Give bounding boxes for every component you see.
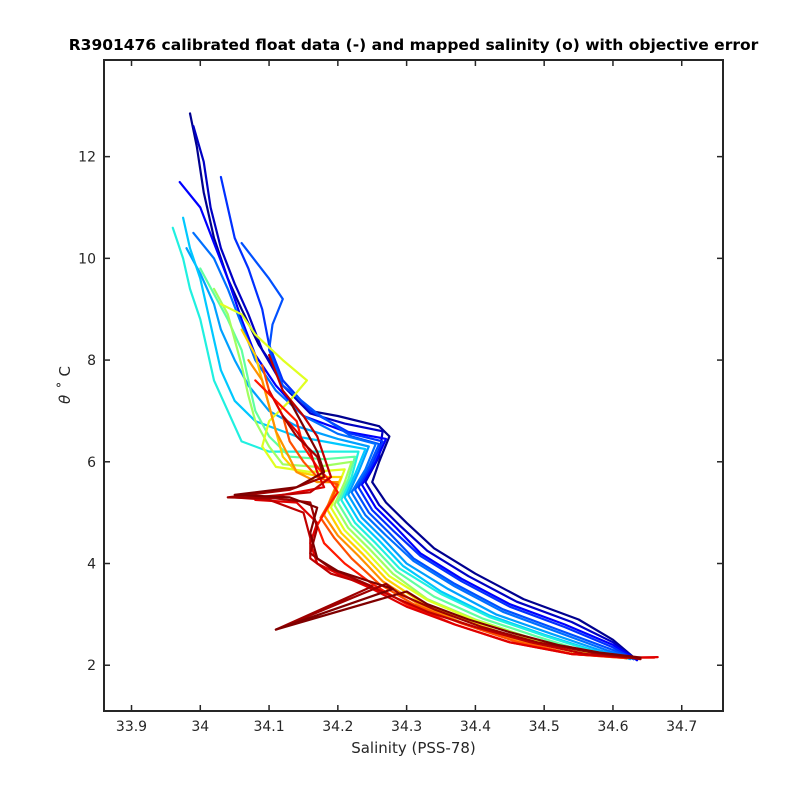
chart-title: R3901476 calibrated float data (-) and m… [69,36,759,54]
series-line-6 [192,231,635,661]
x-tick-label: 34.7 [666,719,697,735]
series-line-9 [171,226,628,660]
ticks-layer: 33.9 34 34.1 34.2 34.3 34.4 34.5 34.6 34.7 2 4 6 8 10… [78,60,723,735]
x-tick-label: 34.2 [322,719,353,735]
x-tick-label: 34.4 [460,719,491,735]
series-line-17 [254,389,659,659]
series-line-7 [185,247,632,661]
series-line-12 [219,303,628,660]
series-line-10 [199,267,628,660]
x-tick-label: 34.1 [253,719,284,735]
y-tick-label: 12 [78,150,96,166]
y-tick-label: 8 [87,353,96,369]
y-axis-label-symbol: θ [56,395,74,404]
plot-area [104,60,723,711]
plot-frame [103,59,724,712]
y-tick-label: 2 [87,658,96,674]
x-tick-label: 34.5 [529,719,560,735]
y-axis-label: θ ˚ C [56,366,74,404]
series-line-3 [178,181,639,662]
x-axis-label: Salinity (PSS-78) [351,739,476,757]
x-tick-label: 33.9 [116,719,147,735]
y-axis-label-unit: ˚ C [56,366,74,389]
x-tick-label: 34.3 [391,719,422,735]
series-line-20 [233,399,642,659]
series-line-8 [182,216,628,660]
series-layer [171,112,659,662]
series-line-18 [233,353,635,659]
series-line-4 [219,175,635,661]
x-tick-label: 34.6 [597,719,628,735]
y-tick-label: 6 [87,455,96,471]
series-line-5 [240,242,635,661]
series-line-2 [192,125,639,662]
y-tick-label: 10 [78,251,96,267]
x-tick-label: 34 [191,719,209,735]
y-tick-label: 4 [87,557,96,573]
